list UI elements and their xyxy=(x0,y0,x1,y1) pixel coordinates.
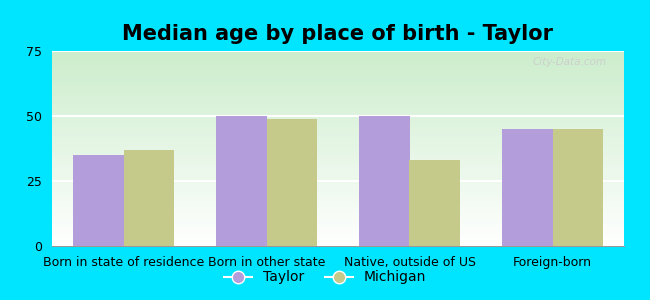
Bar xyxy=(266,118,317,246)
Title: Median age by place of birth - Taylor: Median age by place of birth - Taylor xyxy=(122,24,554,44)
Bar xyxy=(73,155,124,246)
Text: City-Data.com: City-Data.com xyxy=(533,57,607,67)
Bar xyxy=(124,150,174,246)
Bar xyxy=(552,129,603,246)
Bar xyxy=(502,129,552,246)
Bar xyxy=(216,116,266,246)
Bar xyxy=(359,116,410,246)
Legend: Taylor, Michigan: Taylor, Michigan xyxy=(218,265,432,290)
Bar xyxy=(410,160,460,246)
